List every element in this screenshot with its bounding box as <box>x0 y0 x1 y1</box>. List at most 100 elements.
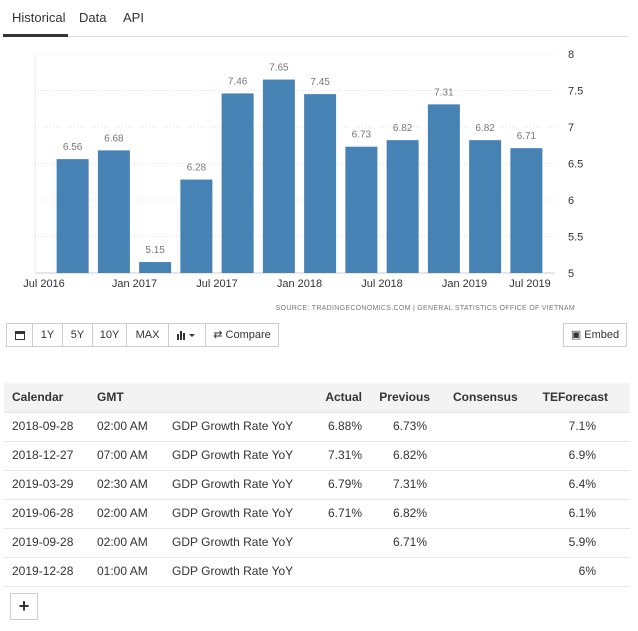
column-header: Previous <box>379 390 430 404</box>
table-cell: 7.1% <box>568 419 596 433</box>
y-tick-label: 6.5 <box>568 159 583 171</box>
y-tick-label: 5.5 <box>568 232 583 244</box>
chart-type-button[interactable] <box>168 323 206 347</box>
value-label: 7.45 <box>310 77 330 88</box>
value-label: 6.73 <box>352 130 372 141</box>
header-row <box>4 383 630 412</box>
x-tick-label: Jul 2016 <box>23 278 65 290</box>
y-tick-label: 5 <box>568 268 574 280</box>
table-cell: 7.31% <box>327 448 362 462</box>
table-cell: 02:00 AM <box>97 419 148 433</box>
table-cell: 02:30 AM <box>97 477 148 491</box>
column-header: GMT <box>97 390 124 404</box>
column-header: Consensus <box>453 390 518 404</box>
column-header: Calendar <box>12 390 64 404</box>
calendar-table: Calendar GMT Actual Previous Consensus TEFore… <box>4 383 630 588</box>
table-cell: GDP Growth Rate YoY <box>172 535 294 549</box>
calendar-icon <box>14 331 25 340</box>
x-tick-label: Jul 2018 <box>361 278 403 290</box>
x-tick-label: Jul 2019 <box>509 278 551 290</box>
table-cell: GDP Growth Rate YoY <box>172 419 294 433</box>
bar <box>221 93 254 273</box>
table-cell: 01:00 AM <box>97 564 148 578</box>
bar <box>56 159 89 273</box>
value-label: 7.46 <box>228 76 248 87</box>
table-cell: 6.1% <box>568 506 596 520</box>
column-header: Actual <box>325 390 362 404</box>
active-tab-indicator <box>3 34 68 37</box>
y-tick-label: 6 <box>568 195 574 207</box>
row-border <box>4 586 630 587</box>
table-cell: 5.9% <box>568 535 596 549</box>
row-border <box>4 441 630 442</box>
value-label: 6.82 <box>475 123 495 134</box>
bar <box>386 140 419 273</box>
table-cell: 6.82% <box>392 448 427 462</box>
row-border <box>4 528 630 529</box>
table-cell: GDP Growth Rate YoY <box>172 477 294 491</box>
range-button[interactable]: MAX <box>126 323 169 347</box>
value-label: 7.65 <box>269 63 289 74</box>
table-cell: 02:00 AM <box>97 535 148 549</box>
source-note: SOURCE: TRADINGECONOMICS.COM | GENERAL S… <box>276 305 575 312</box>
bar <box>510 148 543 273</box>
value-label: 6.68 <box>104 133 124 144</box>
bar <box>97 150 130 273</box>
value-label: 6.71 <box>517 131 537 142</box>
x-tick-label: Jul 2017 <box>196 278 238 290</box>
bar <box>427 104 460 274</box>
y-tick-label: 8 <box>568 49 574 61</box>
column-header: TEForecast <box>542 390 608 404</box>
table-cell: GDP Growth Rate YoY <box>172 448 294 462</box>
embed-button[interactable]: ▣ Embed <box>563 323 627 347</box>
table-cell: 6.73% <box>392 419 427 433</box>
range-button[interactable]: 10Y <box>92 323 127 347</box>
bar <box>345 146 378 273</box>
tab[interactable]: Data <box>79 10 107 25</box>
value-label: 6.56 <box>63 142 83 153</box>
x-tick-label: Jan 2019 <box>442 278 487 290</box>
table-cell: 6.71% <box>327 506 362 520</box>
table-cell: GDP Growth Rate YoY <box>172 564 294 578</box>
row-border <box>4 412 630 413</box>
table-cell: 2019-09-28 <box>12 535 74 549</box>
value-label: 7.31 <box>434 87 454 98</box>
table-cell: 02:00 AM <box>97 506 148 520</box>
add-button[interactable]: + <box>10 593 38 620</box>
embed-label: Embed <box>584 329 620 341</box>
bar <box>304 94 337 274</box>
tab[interactable]: API <box>123 10 144 25</box>
table-cell: 2018-09-28 <box>12 419 74 433</box>
tab[interactable]: Historical <box>12 10 66 25</box>
compare-button[interactable]: ⇄ Compare <box>205 323 279 347</box>
table-cell: 2019-06-28 <box>12 506 74 520</box>
table-cell: 6.4% <box>568 477 596 491</box>
range-button[interactable]: 5Y <box>62 323 93 347</box>
row-border <box>4 499 630 500</box>
table-cell: 07:00 AM <box>97 448 148 462</box>
x-tick-label: Jan 2017 <box>112 278 157 290</box>
range-button[interactable]: 1Y <box>32 323 63 347</box>
value-label: 6.28 <box>187 163 207 174</box>
table-cell: 6.82% <box>392 506 427 520</box>
compare-label: Compare <box>225 329 271 341</box>
bar <box>139 262 172 273</box>
bar <box>469 140 502 273</box>
tab-border <box>3 36 628 37</box>
chart: 5 5.5 6 6.5 7 7.5 8 6.56 6.68 5.15 6.28 7.46 7.65 7.4… <box>23 49 583 312</box>
table-cell: 2018-12-27 <box>12 448 74 462</box>
value-label: 5.15 <box>145 245 165 256</box>
table-cell: GDP Growth Rate YoY <box>172 506 294 520</box>
table-cell: 2019-12-28 <box>12 564 74 578</box>
table-cell: 6.79% <box>327 477 362 491</box>
chart-type-icon <box>177 331 195 340</box>
table-cell: 7.31% <box>392 477 427 491</box>
calendar-button[interactable] <box>6 323 33 347</box>
table-cell: 6.71% <box>392 535 427 549</box>
bar <box>180 179 213 273</box>
row-border <box>4 470 630 471</box>
table-cell: 6.88% <box>327 419 362 433</box>
table-cell: 2019-03-29 <box>12 477 74 491</box>
bar <box>262 79 295 273</box>
